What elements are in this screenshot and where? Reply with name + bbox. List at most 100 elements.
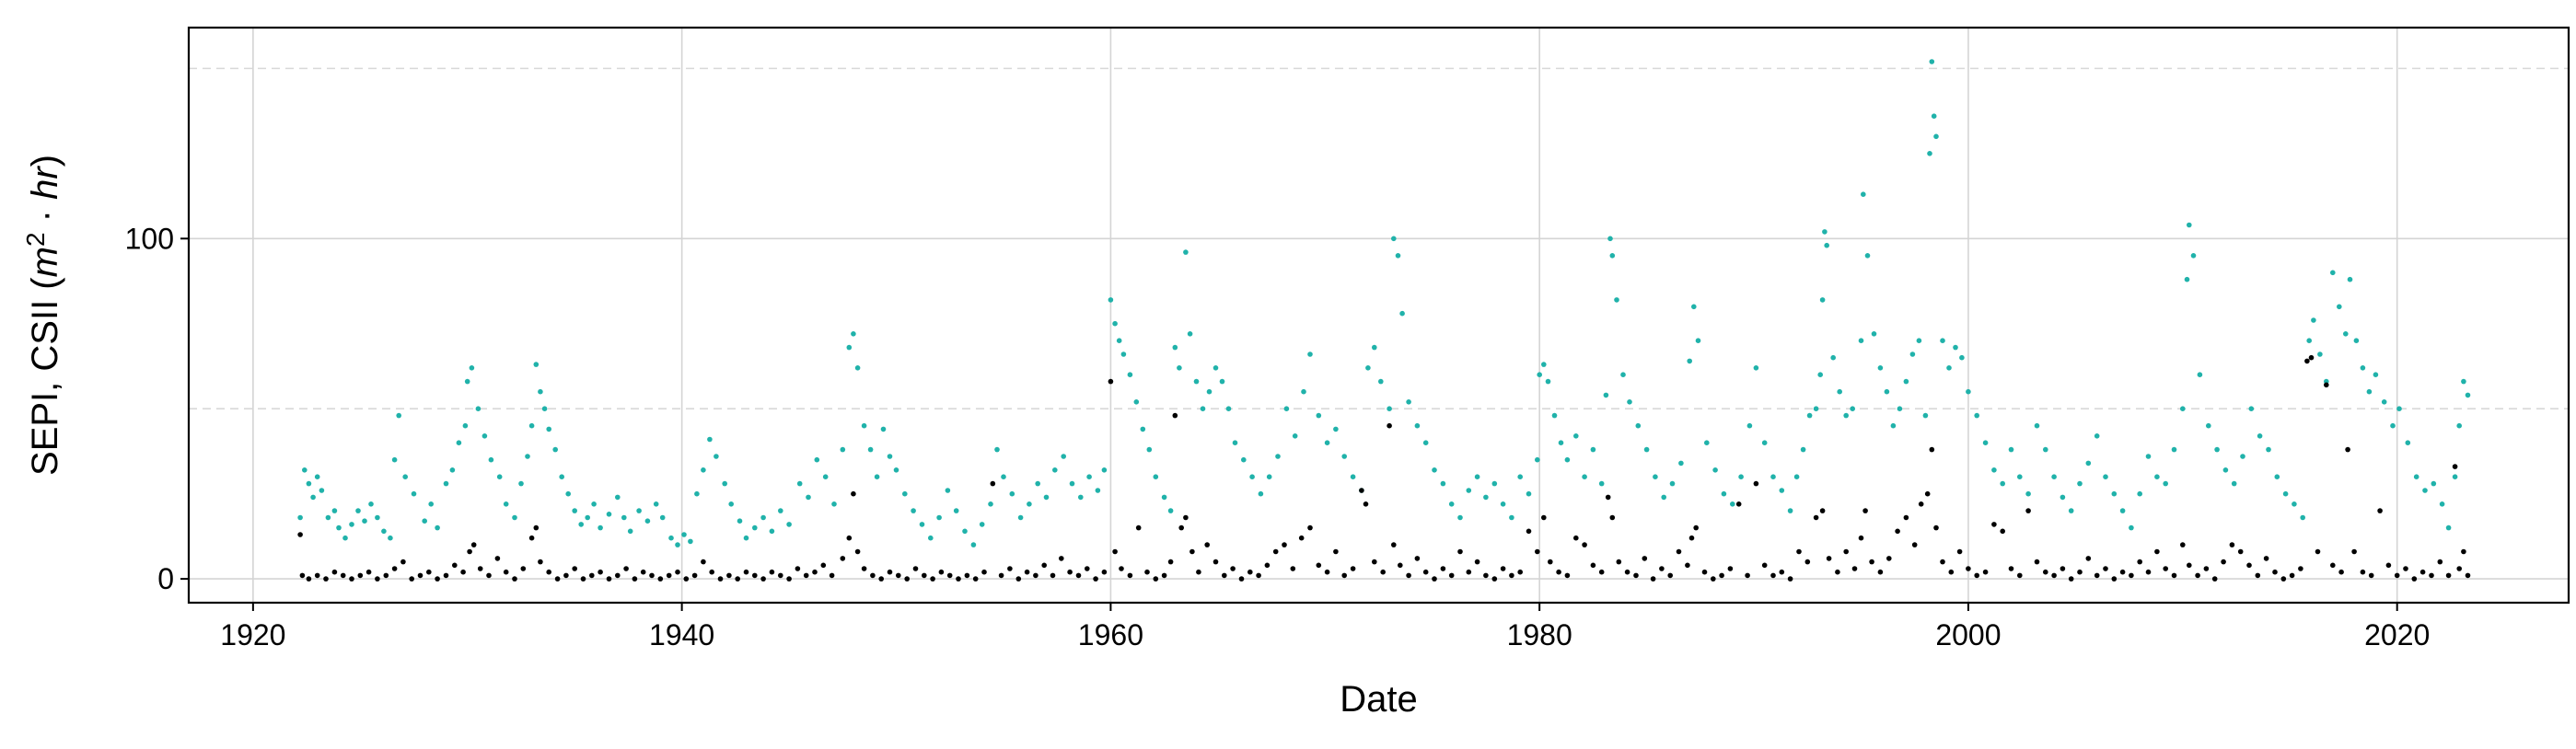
data-point (2000, 528, 2005, 535)
data-point (1537, 372, 1542, 378)
data-point (578, 522, 584, 527)
data-point (538, 559, 543, 565)
data-point (743, 535, 749, 541)
data-point (319, 488, 325, 493)
data-point (368, 501, 374, 507)
data-point (1953, 344, 1958, 351)
data-point (1614, 297, 1619, 303)
data-point (1414, 556, 1421, 561)
data-point (1609, 514, 1616, 521)
data-point (675, 569, 680, 575)
data-point (786, 522, 792, 527)
data-point (554, 576, 561, 582)
data-point (2008, 566, 2014, 571)
data-point (1704, 440, 1710, 446)
data-point (1685, 562, 1690, 569)
data-point (1196, 569, 1201, 575)
data-point (1474, 559, 1480, 565)
data-point (1603, 392, 1609, 398)
data-point (2377, 508, 2383, 513)
data-point (2085, 556, 2092, 561)
data-point (1500, 501, 1506, 507)
data-point (598, 524, 603, 531)
data-point (1861, 191, 1866, 197)
data-point (1292, 433, 1298, 439)
data-point (528, 422, 535, 429)
data-point (589, 572, 595, 579)
data-point (2452, 464, 2458, 469)
data-point (1721, 490, 1727, 497)
data-point (1341, 454, 1347, 459)
data-point (2203, 566, 2210, 571)
data-point (2180, 542, 2186, 547)
reference-lines (189, 67, 2569, 410)
data-point (1078, 494, 1084, 501)
y-axis-unit-exponent: 2 (21, 232, 50, 247)
data-point (878, 576, 884, 582)
data-point (649, 572, 655, 579)
data-point (846, 344, 853, 351)
data-point (1457, 548, 1463, 555)
data-point (525, 454, 530, 459)
x-tick-label: 2000 (1935, 618, 2001, 651)
data-point (1616, 559, 1622, 565)
data-point (666, 572, 672, 579)
data-point (1903, 514, 1909, 521)
data-point (1204, 542, 1210, 547)
data-point (411, 490, 417, 497)
data-point (1991, 522, 1997, 527)
data-point (1693, 524, 1699, 531)
data-point (1837, 388, 1842, 395)
data-point (2221, 559, 2226, 565)
x-tick-label: 2020 (2364, 618, 2430, 651)
data-point (912, 566, 919, 571)
data-point (2257, 433, 2263, 439)
data-point (1526, 528, 1532, 535)
data-point (1770, 572, 1776, 579)
data-point (1712, 467, 1718, 473)
data-point (1590, 446, 1596, 453)
data-point (1822, 229, 1828, 235)
data-point (1940, 338, 1945, 344)
data-point (2229, 542, 2235, 547)
data-point (2094, 433, 2100, 439)
y-axis-title-main: SEPI, CSII (25, 300, 65, 476)
data-point (2274, 474, 2280, 479)
data-point (391, 456, 398, 463)
data-point (668, 535, 674, 541)
data-point (2338, 569, 2344, 575)
data-point (1770, 474, 1776, 479)
data-point (2184, 276, 2190, 282)
data-point (887, 569, 893, 575)
data-point (1817, 372, 1823, 378)
data-point (945, 488, 951, 493)
data-point (840, 446, 846, 453)
data-point (482, 433, 488, 439)
data-point (1761, 562, 1768, 569)
data-point (1946, 365, 1952, 371)
data-point (1871, 331, 1877, 337)
data-point (1931, 113, 1937, 119)
data-point (2043, 446, 2048, 453)
data-point (336, 524, 342, 531)
data-point (2051, 572, 2057, 579)
data-point (552, 446, 558, 453)
data-point (1509, 514, 1514, 521)
data-point (435, 524, 440, 531)
data-point (1800, 446, 1806, 453)
data-point (1582, 474, 1587, 479)
data-point (1307, 351, 1313, 357)
y-tick-label: 100 (125, 222, 174, 255)
data-point (2347, 276, 2353, 282)
data-point (1052, 467, 1058, 473)
data-point (2154, 474, 2160, 479)
data-point (2060, 494, 2066, 501)
data-point (1500, 566, 1506, 571)
data-point (331, 508, 338, 513)
data-point (512, 514, 517, 521)
data-point (383, 572, 389, 579)
data-point (1363, 501, 1369, 507)
data-point (488, 456, 494, 463)
data-point (681, 532, 687, 537)
data-point (717, 576, 724, 582)
